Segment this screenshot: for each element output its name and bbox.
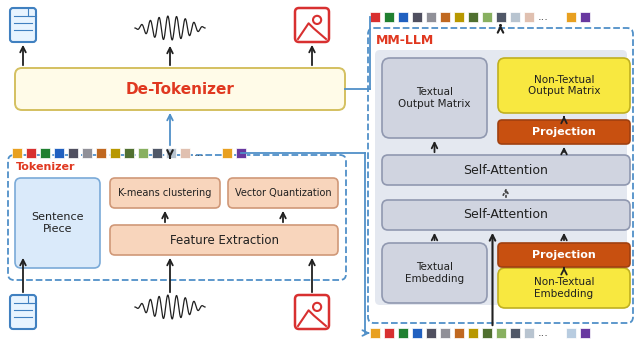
- Text: ...: ...: [538, 12, 548, 22]
- Bar: [222, 148, 232, 158]
- Text: Vector Quantization: Vector Quantization: [235, 188, 332, 198]
- Text: ...: ...: [538, 328, 548, 338]
- FancyBboxPatch shape: [382, 58, 487, 138]
- Bar: [454, 328, 464, 338]
- FancyBboxPatch shape: [295, 8, 329, 42]
- Bar: [370, 328, 380, 338]
- Bar: [468, 12, 478, 22]
- FancyBboxPatch shape: [10, 8, 36, 42]
- Bar: [384, 12, 394, 22]
- Text: De-Tokenizer: De-Tokenizer: [125, 81, 234, 97]
- Bar: [454, 12, 464, 22]
- Text: Textual
Embedding: Textual Embedding: [405, 262, 464, 284]
- Bar: [468, 328, 478, 338]
- Text: Sentence
Piece: Sentence Piece: [31, 212, 84, 234]
- Text: K-means clustering: K-means clustering: [118, 188, 212, 198]
- FancyBboxPatch shape: [110, 225, 338, 255]
- FancyBboxPatch shape: [382, 243, 487, 303]
- Bar: [482, 12, 492, 22]
- Bar: [12, 148, 22, 158]
- FancyBboxPatch shape: [498, 120, 630, 144]
- Bar: [566, 12, 576, 22]
- Bar: [440, 12, 450, 22]
- Bar: [398, 12, 408, 22]
- Bar: [96, 148, 106, 158]
- FancyBboxPatch shape: [375, 50, 627, 305]
- Text: Feature Extraction: Feature Extraction: [170, 234, 278, 246]
- Text: Tokenizer: Tokenizer: [16, 162, 76, 172]
- Bar: [566, 328, 576, 338]
- Bar: [370, 12, 380, 22]
- Bar: [426, 12, 436, 22]
- FancyBboxPatch shape: [498, 58, 630, 113]
- Bar: [152, 148, 162, 158]
- FancyBboxPatch shape: [15, 178, 100, 268]
- FancyBboxPatch shape: [498, 243, 630, 267]
- Bar: [524, 328, 534, 338]
- Text: Non-Textual
Embedding: Non-Textual Embedding: [534, 277, 595, 299]
- Text: Textual
Output Matrix: Textual Output Matrix: [398, 87, 471, 109]
- FancyBboxPatch shape: [15, 68, 345, 110]
- Bar: [82, 148, 92, 158]
- Text: Self-Attention: Self-Attention: [463, 208, 548, 221]
- Bar: [426, 328, 436, 338]
- Text: MM-LLM: MM-LLM: [376, 33, 435, 47]
- FancyBboxPatch shape: [498, 268, 630, 308]
- Bar: [510, 12, 520, 22]
- FancyBboxPatch shape: [228, 178, 338, 208]
- FancyBboxPatch shape: [295, 295, 329, 329]
- Bar: [54, 148, 64, 158]
- Bar: [138, 148, 148, 158]
- Bar: [580, 12, 590, 22]
- Bar: [496, 12, 506, 22]
- Bar: [26, 148, 36, 158]
- Bar: [40, 148, 50, 158]
- Bar: [482, 328, 492, 338]
- Bar: [412, 328, 422, 338]
- Bar: [580, 328, 590, 338]
- Bar: [496, 328, 506, 338]
- Bar: [510, 328, 520, 338]
- Bar: [524, 12, 534, 22]
- Bar: [124, 148, 134, 158]
- FancyBboxPatch shape: [10, 295, 36, 329]
- Bar: [68, 148, 78, 158]
- FancyBboxPatch shape: [110, 178, 220, 208]
- Text: Projection: Projection: [532, 127, 596, 137]
- Bar: [180, 148, 190, 158]
- Bar: [166, 148, 176, 158]
- Bar: [236, 148, 246, 158]
- Text: ...: ...: [193, 148, 204, 158]
- Bar: [440, 328, 450, 338]
- Bar: [384, 328, 394, 338]
- Bar: [110, 148, 120, 158]
- FancyBboxPatch shape: [382, 200, 630, 230]
- Bar: [412, 12, 422, 22]
- Bar: [398, 328, 408, 338]
- Text: Non-Textual
Output Matrix: Non-Textual Output Matrix: [528, 75, 600, 96]
- FancyBboxPatch shape: [382, 155, 630, 185]
- Text: Projection: Projection: [532, 250, 596, 260]
- Text: Self-Attention: Self-Attention: [463, 164, 548, 177]
